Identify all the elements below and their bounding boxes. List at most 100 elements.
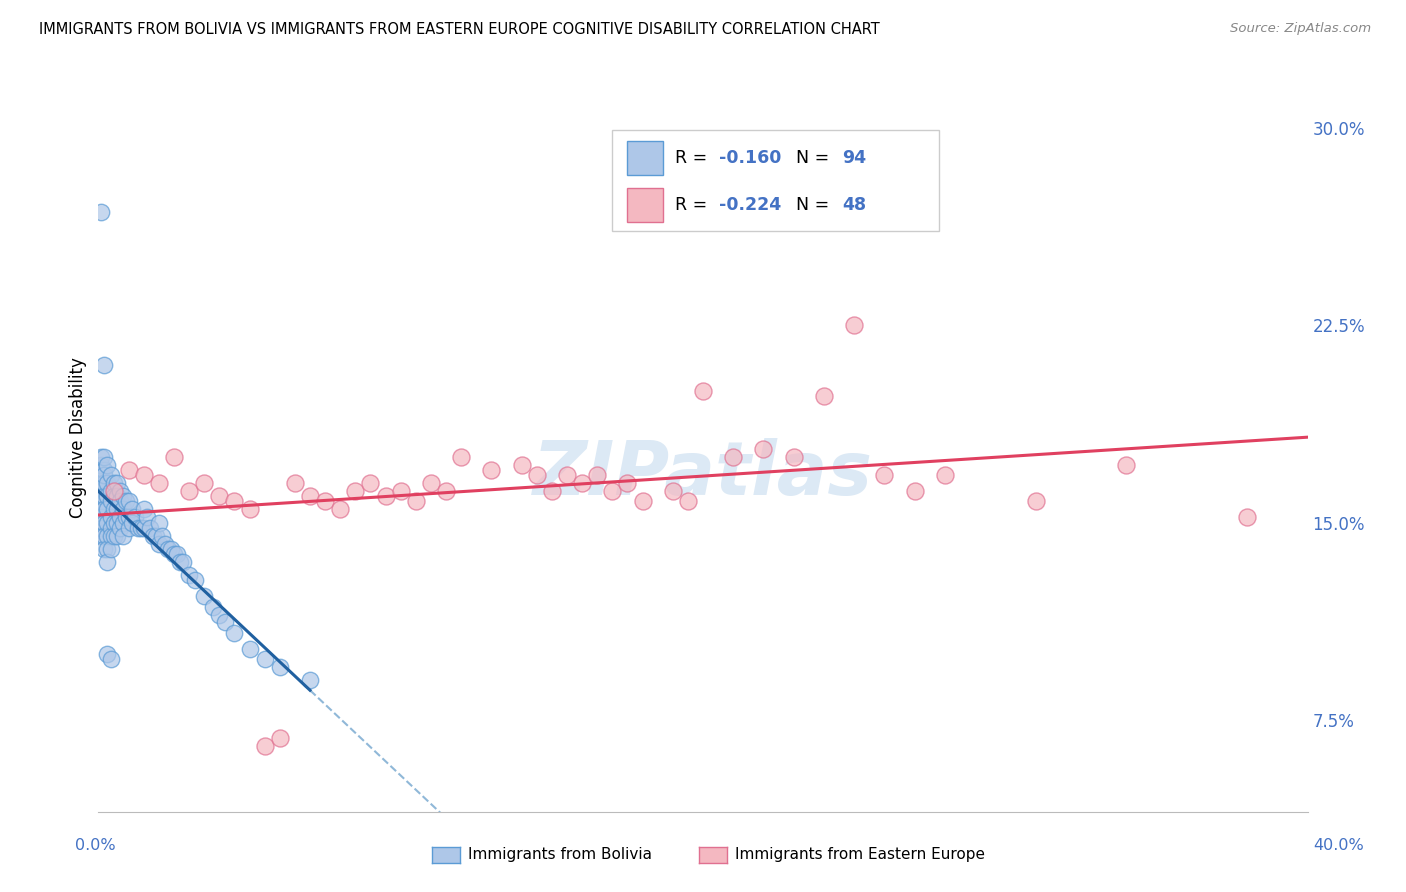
Point <box>90 205 112 219</box>
Point <box>314 494 336 508</box>
Point <box>224 494 246 508</box>
Point <box>132 468 155 483</box>
Point <box>163 547 186 561</box>
Point <box>90 489 112 503</box>
Point <box>129 521 152 535</box>
Point <box>100 483 122 498</box>
Point <box>105 489 128 503</box>
Point <box>586 468 609 483</box>
Point <box>103 516 125 530</box>
Point <box>93 468 115 483</box>
Point <box>163 450 186 464</box>
Text: -0.224: -0.224 <box>718 196 780 214</box>
Point <box>96 502 118 516</box>
Point <box>783 450 806 464</box>
Point <box>100 521 122 535</box>
Text: IMMIGRANTS FROM BOLIVIA VS IMMIGRANTS FROM EASTERN EUROPE COGNITIVE DISABILITY C: IMMIGRANTS FROM BOLIVIA VS IMMIGRANTS FR… <box>39 22 880 37</box>
Point <box>118 510 141 524</box>
Point <box>96 647 118 661</box>
Point <box>111 502 134 516</box>
Text: Immigrants from Eastern Europe: Immigrants from Eastern Europe <box>735 847 986 862</box>
Point <box>90 502 112 516</box>
Point <box>172 555 194 569</box>
FancyBboxPatch shape <box>627 141 664 175</box>
FancyBboxPatch shape <box>627 188 664 222</box>
Point <box>90 510 112 524</box>
Point <box>93 358 115 372</box>
Point <box>118 463 141 477</box>
FancyBboxPatch shape <box>613 130 939 231</box>
Point <box>96 529 118 543</box>
Point <box>166 547 188 561</box>
Point <box>752 442 775 456</box>
Point <box>90 450 112 464</box>
Point <box>284 476 307 491</box>
Point <box>169 555 191 569</box>
Point <box>96 555 118 569</box>
Point <box>269 731 291 745</box>
Point <box>329 502 352 516</box>
Point <box>179 568 201 582</box>
Point <box>135 510 157 524</box>
Point <box>100 468 122 483</box>
Point <box>904 483 927 498</box>
Point <box>389 483 412 498</box>
Point <box>676 494 699 508</box>
Point <box>124 510 146 524</box>
Point <box>111 489 134 503</box>
Point <box>93 502 115 516</box>
Text: Immigrants from Bolivia: Immigrants from Bolivia <box>468 847 652 862</box>
Text: -0.160: -0.160 <box>718 149 782 167</box>
Text: 0.0%: 0.0% <box>76 838 115 853</box>
Point <box>103 489 125 503</box>
Point <box>96 476 118 491</box>
Point <box>616 476 638 491</box>
Point <box>540 483 562 498</box>
Point <box>934 468 956 483</box>
Point <box>93 463 115 477</box>
Point <box>93 529 115 543</box>
Point <box>844 318 866 333</box>
Point <box>100 510 122 524</box>
Point <box>108 494 131 508</box>
Point <box>526 468 548 483</box>
Point <box>108 521 131 535</box>
Point <box>121 502 143 516</box>
Point <box>96 458 118 472</box>
Point <box>153 536 176 550</box>
Point <box>105 502 128 516</box>
Point <box>142 529 165 543</box>
Point <box>132 521 155 535</box>
Point <box>360 476 382 491</box>
Point <box>100 541 122 556</box>
Point <box>1236 510 1258 524</box>
Text: 94: 94 <box>842 149 866 167</box>
Point <box>202 599 225 614</box>
Point <box>103 529 125 543</box>
Point <box>127 521 149 535</box>
Point <box>148 516 170 530</box>
Point <box>111 516 134 530</box>
Point <box>510 458 533 472</box>
Point <box>93 541 115 556</box>
Point <box>103 483 125 498</box>
Point <box>90 458 112 472</box>
Point <box>103 476 125 491</box>
Point <box>114 494 136 508</box>
Point <box>299 673 322 688</box>
Point <box>132 502 155 516</box>
Point <box>179 483 201 498</box>
Point <box>90 476 112 491</box>
Point <box>193 589 215 603</box>
Y-axis label: Cognitive Disability: Cognitive Disability <box>69 357 87 517</box>
Text: 48: 48 <box>842 196 866 214</box>
Point <box>224 626 246 640</box>
Point <box>93 516 115 530</box>
Text: ZIPatlas: ZIPatlas <box>533 438 873 511</box>
Point <box>253 652 276 666</box>
Text: 40.0%: 40.0% <box>1313 838 1364 853</box>
Point <box>150 529 173 543</box>
Point <box>481 463 503 477</box>
Point <box>1115 458 1137 472</box>
Point <box>208 489 231 503</box>
